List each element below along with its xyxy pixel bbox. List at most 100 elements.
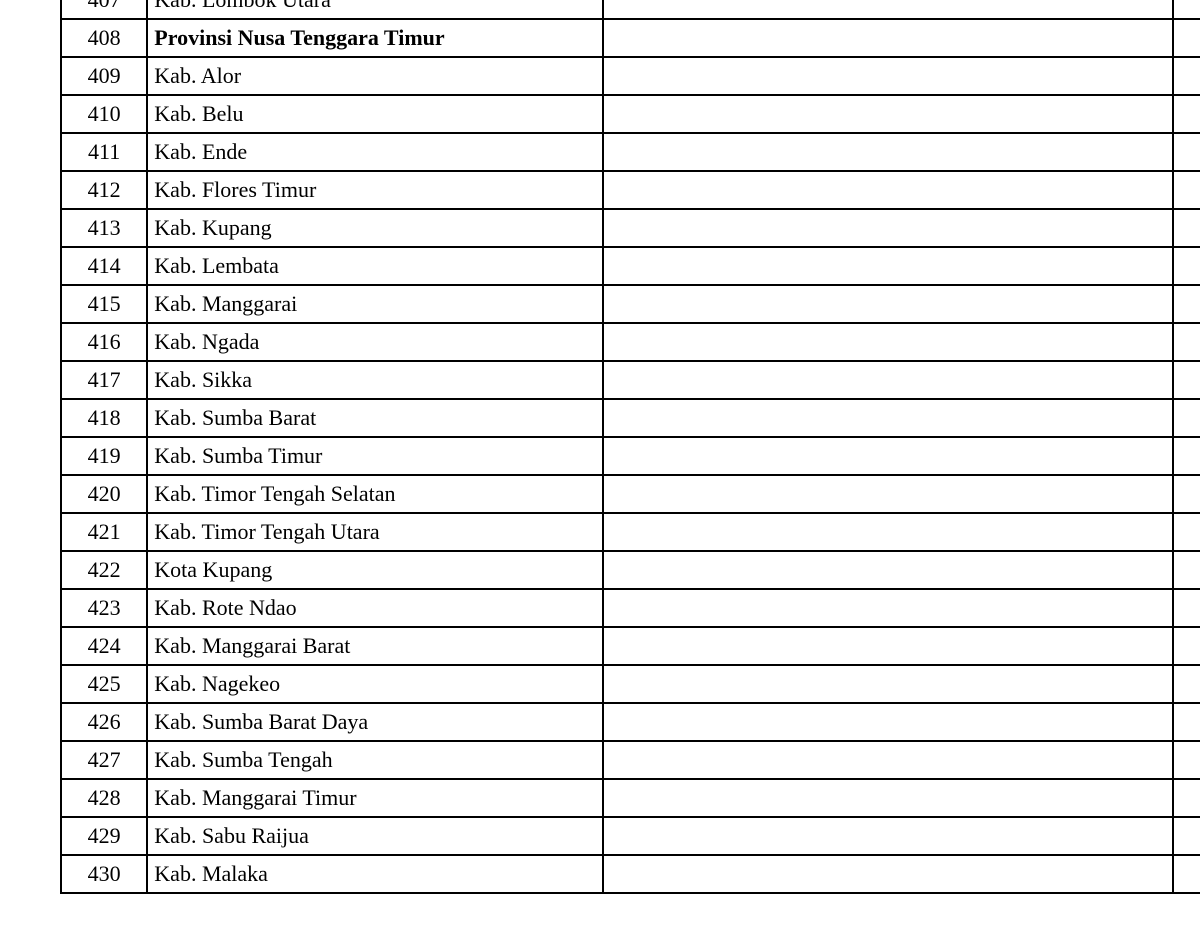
region-name-cell: Kab. Sumba Barat <box>147 399 603 437</box>
region-name-cell: Kab. Manggarai <box>147 285 603 323</box>
table-row: 410Kab. Belu <box>61 95 1200 133</box>
value-cell-1 <box>603 19 1172 57</box>
region-name-cell: Kab. Belu <box>147 95 603 133</box>
value-cell-1 <box>603 361 1172 399</box>
row-number-cell: 424 <box>61 627 147 665</box>
value-cell-1 <box>603 817 1172 855</box>
row-number-cell: 416 <box>61 323 147 361</box>
region-name-cell: Kab. Kupang <box>147 209 603 247</box>
region-name-cell: Kab. Manggarai Timur <box>147 779 603 817</box>
region-name-cell: Kab. Malaka <box>147 855 603 893</box>
value-cell-2 <box>1173 741 1200 779</box>
row-number-cell: 409 <box>61 57 147 95</box>
region-name-cell: Kab. Sumba Timur <box>147 437 603 475</box>
region-name-cell: Kab. Timor Tengah Utara <box>147 513 603 551</box>
value-cell-1 <box>603 57 1172 95</box>
value-cell-2 <box>1173 703 1200 741</box>
region-name-cell: Kota Kupang <box>147 551 603 589</box>
region-name-cell: Kab. Sumba Barat Daya <box>147 703 603 741</box>
row-number-cell: 421 <box>61 513 147 551</box>
table-row: 415Kab. Manggarai <box>61 285 1200 323</box>
region-name-cell: Kab. Timor Tengah Selatan <box>147 475 603 513</box>
value-cell-1 <box>603 741 1172 779</box>
value-cell-2 <box>1173 551 1200 589</box>
region-name-cell: Kab. Nagekeo <box>147 665 603 703</box>
value-cell-1 <box>603 475 1172 513</box>
table-row: 426Kab. Sumba Barat Daya <box>61 703 1200 741</box>
value-cell-1 <box>603 323 1172 361</box>
value-cell-1 <box>603 513 1172 551</box>
table-row: 416Kab. Ngada <box>61 323 1200 361</box>
table-row: 414Kab. Lembata <box>61 247 1200 285</box>
row-number-cell: 427 <box>61 741 147 779</box>
value-cell-2 <box>1173 513 1200 551</box>
table-row: 412Kab. Flores Timur <box>61 171 1200 209</box>
value-cell-1 <box>603 133 1172 171</box>
value-cell-2 <box>1173 57 1200 95</box>
value-cell-2 <box>1173 475 1200 513</box>
table-row: 423Kab. Rote Ndao <box>61 589 1200 627</box>
value-cell-1 <box>603 589 1172 627</box>
value-cell-1 <box>603 855 1172 893</box>
region-name-cell: Kab. Alor <box>147 57 603 95</box>
region-table-body: 407Kab. Lombok Utara408Provinsi Nusa Ten… <box>61 0 1200 893</box>
table-row: 407Kab. Lombok Utara <box>61 0 1200 19</box>
region-name-cell: Kab. Sikka <box>147 361 603 399</box>
table-row: 419Kab. Sumba Timur <box>61 437 1200 475</box>
table-row: 417Kab. Sikka <box>61 361 1200 399</box>
table-row: 411Kab. Ende <box>61 133 1200 171</box>
row-number-cell: 415 <box>61 285 147 323</box>
value-cell-1 <box>603 551 1172 589</box>
table-row: 409Kab. Alor <box>61 57 1200 95</box>
value-cell-2 <box>1173 285 1200 323</box>
row-number-cell: 420 <box>61 475 147 513</box>
region-name-cell: Kab. Lombok Utara <box>147 0 603 19</box>
region-table: 407Kab. Lombok Utara408Provinsi Nusa Ten… <box>60 0 1200 894</box>
region-table-container: 407Kab. Lombok Utara408Provinsi Nusa Ten… <box>60 0 1200 894</box>
value-cell-1 <box>603 171 1172 209</box>
value-cell-2 <box>1173 437 1200 475</box>
value-cell-1 <box>603 627 1172 665</box>
value-cell-2 <box>1173 247 1200 285</box>
value-cell-2 <box>1173 779 1200 817</box>
value-cell-2 <box>1173 171 1200 209</box>
region-name-cell: Kab. Flores Timur <box>147 171 603 209</box>
value-cell-1 <box>603 285 1172 323</box>
value-cell-1 <box>603 399 1172 437</box>
row-number-cell: 428 <box>61 779 147 817</box>
row-number-cell: 422 <box>61 551 147 589</box>
value-cell-1 <box>603 665 1172 703</box>
value-cell-2 <box>1173 627 1200 665</box>
table-row: 428Kab. Manggarai Timur <box>61 779 1200 817</box>
value-cell-1 <box>603 247 1172 285</box>
row-number-cell: 410 <box>61 95 147 133</box>
region-name-cell: Kab. Rote Ndao <box>147 589 603 627</box>
region-name-cell: Kab. Ngada <box>147 323 603 361</box>
table-row: 413Kab. Kupang <box>61 209 1200 247</box>
table-row: 429Kab. Sabu Raijua <box>61 817 1200 855</box>
region-name-cell: Provinsi Nusa Tenggara Timur <box>147 19 603 57</box>
value-cell-2 <box>1173 133 1200 171</box>
value-cell-1 <box>603 437 1172 475</box>
value-cell-2 <box>1173 95 1200 133</box>
value-cell-2 <box>1173 399 1200 437</box>
value-cell-1 <box>603 95 1172 133</box>
row-number-cell: 430 <box>61 855 147 893</box>
value-cell-2 <box>1173 665 1200 703</box>
table-row: 424Kab. Manggarai Barat <box>61 627 1200 665</box>
value-cell-2 <box>1173 19 1200 57</box>
row-number-cell: 417 <box>61 361 147 399</box>
table-row: 408Provinsi Nusa Tenggara Timur <box>61 19 1200 57</box>
row-number-cell: 408 <box>61 19 147 57</box>
value-cell-2 <box>1173 589 1200 627</box>
row-number-cell: 412 <box>61 171 147 209</box>
value-cell-1 <box>603 209 1172 247</box>
row-number-cell: 407 <box>61 0 147 19</box>
table-row: 427Kab. Sumba Tengah <box>61 741 1200 779</box>
row-number-cell: 414 <box>61 247 147 285</box>
row-number-cell: 423 <box>61 589 147 627</box>
value-cell-1 <box>603 703 1172 741</box>
region-name-cell: Kab. Ende <box>147 133 603 171</box>
value-cell-2 <box>1173 323 1200 361</box>
value-cell-2 <box>1173 209 1200 247</box>
